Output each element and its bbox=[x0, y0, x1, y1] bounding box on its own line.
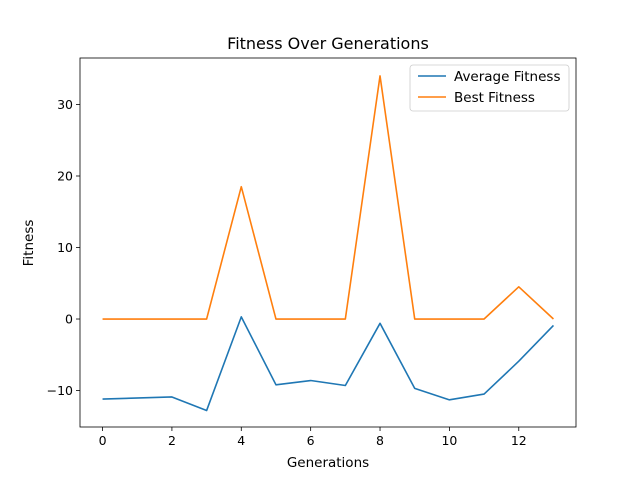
plot-area bbox=[102, 75, 555, 412]
plot-frame bbox=[79, 57, 577, 428]
legend-label: Average Fitness bbox=[454, 69, 560, 85]
legend-box bbox=[409, 64, 570, 112]
series-line-best-fitness bbox=[102, 75, 554, 320]
x-tick-label: 2 bbox=[168, 433, 176, 448]
x-tick-label: 6 bbox=[307, 433, 315, 448]
legend-label: Best Fitness bbox=[454, 90, 535, 106]
x-axis: 0 2 4 6 8 10 12 bbox=[99, 427, 527, 448]
y-tick-label: 10 bbox=[57, 240, 73, 255]
y-tick-label: 0 bbox=[65, 312, 73, 327]
x-tick-label: 12 bbox=[511, 433, 527, 448]
x-tick-label: 10 bbox=[441, 433, 457, 448]
x-tick-label: 4 bbox=[237, 433, 245, 448]
x-tick-label: 8 bbox=[376, 433, 384, 448]
legend: Average Fitness Best Fitness bbox=[409, 64, 570, 112]
y-tick-label: 20 bbox=[57, 168, 73, 183]
y-tick-label: 30 bbox=[57, 97, 73, 112]
x-axis-label: Generations bbox=[287, 455, 369, 471]
y-axis-label: Fitness bbox=[21, 220, 37, 267]
y-axis: −10 0 10 20 30 bbox=[47, 97, 80, 398]
series-line-average-fitness bbox=[102, 316, 555, 412]
y-tick-label: −10 bbox=[47, 383, 73, 398]
x-tick-label: 0 bbox=[99, 433, 107, 448]
chart-title: Fitness Over Generations bbox=[227, 34, 429, 53]
